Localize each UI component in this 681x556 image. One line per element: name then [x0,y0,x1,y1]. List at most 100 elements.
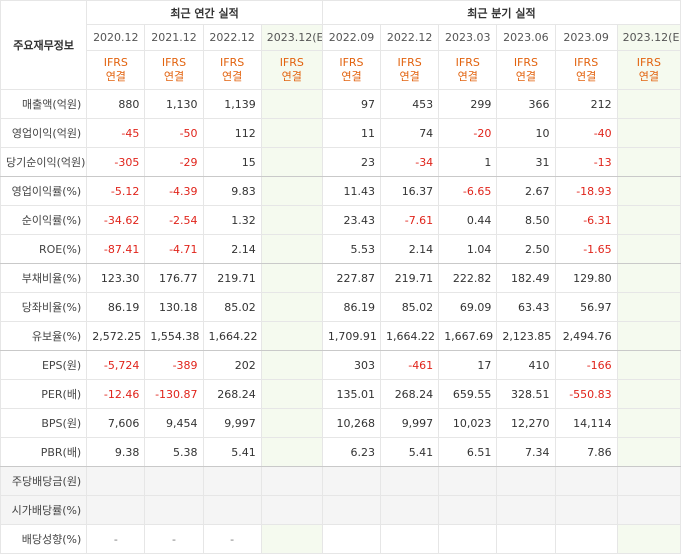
empty-cell [616,437,681,467]
empty-cell [260,118,323,148]
value: 2.67 [496,176,556,206]
value: -45 [86,118,146,148]
value: -12.46 [86,379,146,409]
value: 130.18 [144,292,204,322]
empty-cell [496,495,556,525]
value: 1,554.38 [144,321,204,351]
empty-cell [380,466,440,496]
row-label: 주당배당금(원) [0,466,88,496]
scope: 연결 [399,70,420,83]
row: 배당성향(%) - - - [0,524,681,554]
row: 유보율(%) 2,572.25 1,554.38 1,664.22 1,709.91 1,… [0,321,681,351]
value: - [144,524,204,554]
value: -18.93 [554,176,618,206]
value: 11.43 [321,176,382,206]
value: -305 [86,147,146,177]
value: 74 [380,118,440,148]
empty-cell [496,466,556,496]
empty-cell [616,466,681,496]
value: -13 [554,147,618,177]
empty-cell [260,292,323,322]
value: 10 [496,118,556,148]
empty-cell [260,205,323,235]
row-label: 유보율(%) [0,321,88,351]
value: 9,454 [144,408,204,438]
basis-cell: IFRS 연결 [496,50,556,90]
period: 2022.09 [321,24,382,51]
value: 135.01 [321,379,382,409]
period: 2023.09 [554,24,618,51]
value: -6.65 [438,176,498,206]
empty-cell [260,408,323,438]
value: 366 [496,89,556,119]
value: 219.71 [380,263,440,293]
empty-cell [616,263,681,293]
value: 9,997 [202,408,262,438]
value: 8.50 [496,205,556,235]
value: -20 [438,118,498,148]
row-label: PBR(배) [0,437,88,467]
basis-cell: IFRS 연결 [554,50,618,90]
empty-cell [616,147,681,177]
empty-cell [616,524,681,554]
basis: IFRS [455,56,480,69]
period: 2023.03 [438,24,498,51]
row: 매출액(억원) 880 1,130 1,139 97 453 299 366 212 [0,89,681,119]
row-label: 영업이익률(%) [0,176,88,206]
empty-cell [260,495,323,525]
empty-cell [260,176,323,206]
scope: 연결 [281,70,302,83]
basis: IFRS [339,56,364,69]
value: 10,268 [321,408,382,438]
basis: IFRS [279,56,304,69]
period: 2020.12 [86,24,146,51]
row-label: 매출액(억원) [0,89,88,119]
empty-cell [616,176,681,206]
value: 2.14 [380,234,440,264]
value: 23 [321,147,382,177]
value: 31 [496,147,556,177]
value: 268.24 [202,379,262,409]
quarterly-header: 최근 분기 실적 [321,0,681,25]
empty-cell [260,321,323,351]
row-label: 배당성향(%) [0,524,88,554]
basis: IFRS [161,56,187,69]
value: 1,709.91 [321,321,382,351]
empty-cell [438,495,498,525]
empty-cell [616,89,681,119]
value: 7,606 [86,408,146,438]
value: 17 [438,350,498,380]
empty-cell [616,408,681,438]
value: -5,724 [86,350,146,380]
basis: IFRS [636,56,661,69]
period: 2022.12 [202,24,262,51]
row: 부채비율(%) 123.30 176.77 219.71 227.87 219.71 222… [0,263,681,293]
value: 6.23 [321,437,382,467]
value: -34 [380,147,440,177]
value: 56.97 [554,292,618,322]
row: 영업이익(억원) -45 -50 112 11 74 -20 10 -40 [0,118,681,148]
row: 당기순이익(억원) -305 -29 15 23 -34 1 31 -13 [0,147,681,177]
value: 5.53 [321,234,382,264]
row-label: 순이익률(%) [0,205,88,235]
value: 9.38 [86,437,146,467]
row-label: BPS(원) [0,408,88,438]
value: 2.14 [202,234,262,264]
value: -87.41 [86,234,146,264]
header-label: 주요재무정보 [0,0,88,90]
value: 176.77 [144,263,204,293]
period: 2023.06 [496,24,556,51]
row: PBR(배) 9.38 5.38 5.41 6.23 5.41 6.51 7.34 7.86 [0,437,681,467]
empty-cell [144,495,204,525]
value: 0.44 [438,205,498,235]
value: 453 [380,89,440,119]
scope: 연결 [638,70,659,83]
annual-header: 최근 연간 실적 [86,0,323,25]
value: 1.32 [202,205,262,235]
empty-cell [616,118,681,148]
empty-cell [260,466,323,496]
scope: 연결 [575,70,597,83]
empty-cell [260,147,323,177]
value: 303 [321,350,382,380]
basis: IFRS [397,56,422,69]
